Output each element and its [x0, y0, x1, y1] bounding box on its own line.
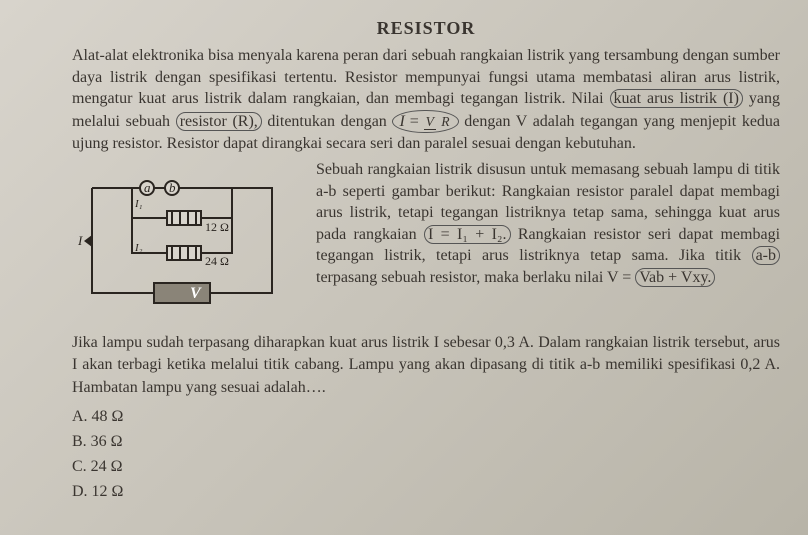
v-label: V — [190, 285, 202, 302]
circled-current: kuat arus listrik (I) — [610, 89, 743, 108]
i1-label: I₁ — [134, 198, 143, 210]
r2-label: 24 Ω — [205, 254, 229, 268]
option-a: A. 48 Ω — [72, 405, 780, 430]
i2-label: I₂ — [134, 242, 143, 254]
question-text: Jika lampu sudah terpasang diharapkan ku… — [72, 332, 780, 399]
intro-text-3: ditentukan dengan — [267, 113, 386, 130]
current-equation: I = I₁ + I₂. — [424, 225, 511, 244]
r1-label: 12 Ω — [205, 220, 229, 234]
content-row: a b 12 Ω 24 Ω I₁ I₂ I V Sebuah rangkaian… — [72, 159, 780, 318]
formula-numerator: V — [424, 114, 436, 130]
option-d: D. 12 Ω — [72, 480, 780, 505]
option-b: B. 36 Ω — [72, 430, 780, 455]
ohms-law-formula: I = V R — [392, 110, 458, 134]
answer-options: A. 48 Ω B. 36 Ω C. 24 Ω D. 12 Ω — [72, 405, 780, 504]
circuit-diagram: a b 12 Ω 24 Ω I₁ I₂ I V — [72, 163, 302, 318]
node-a-label: a — [144, 180, 151, 195]
node-b-label: b — [169, 180, 176, 195]
formula-lhs: I = — [399, 113, 419, 130]
formula-fraction: V R — [424, 115, 452, 129]
page-title: RESISTOR — [72, 18, 780, 39]
intro-paragraph: Alat-alat elektronika bisa menyala karen… — [72, 45, 780, 155]
explanation-text: Sebuah rangkaian listrik disusun untuk m… — [316, 159, 780, 318]
option-c: C. 24 Ω — [72, 455, 780, 480]
ab-node: a-b — [752, 246, 780, 265]
circled-resistor: resistor (R), — [176, 112, 262, 131]
i-label: I — [77, 233, 83, 248]
formula-denominator: R — [439, 114, 451, 129]
right-text-3: terpasang sebuah resistor, maka berlaku … — [316, 269, 631, 286]
voltage-equation: Vab + Vxy. — [635, 268, 715, 287]
